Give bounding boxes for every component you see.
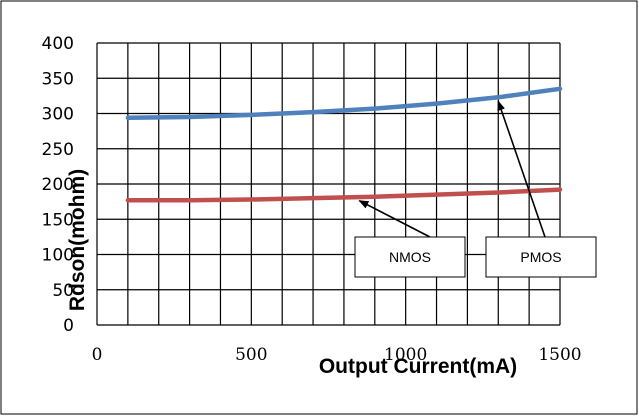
y-tick-label: 100 [42, 246, 74, 266]
y-tick-label: 0 [63, 316, 74, 336]
y-tick-label: 150 [42, 210, 74, 230]
y-tick-label: 200 [42, 175, 74, 195]
series-lines [125, 86, 563, 203]
callout-pmos: PMOS [485, 100, 597, 278]
callout-box [485, 236, 597, 278]
annotations: NMOS PMOS [354, 100, 597, 278]
y-tick-label: 50 [52, 281, 74, 301]
callout-arrow [358, 199, 431, 238]
callout-nmos: NMOS [354, 199, 466, 278]
x-tick-label: 1500 [538, 345, 581, 365]
y-tick-label: 350 [42, 69, 74, 89]
series-line-nmos [125, 187, 563, 203]
y-tick-labels: 0 50 100 150 200 250 300 350 400 [42, 34, 74, 336]
callout-arrow [497, 100, 546, 238]
x-axis-title: Output Current(mA) [319, 355, 517, 378]
callout-box [354, 236, 466, 278]
series-line-pmos [125, 86, 563, 120]
x-tick-labels: 0 500 1000 1500 [92, 345, 582, 365]
gridlines [96, 42, 561, 326]
callout-label: PMOS [520, 249, 561, 265]
x-tick-label: 500 [235, 345, 267, 365]
y-tick-label: 250 [42, 140, 74, 160]
y-axis-title: Rdson(mohm) [66, 169, 89, 311]
y-tick-label: 300 [42, 105, 74, 125]
x-tick-label: 0 [92, 345, 103, 365]
x-tick-label: 1000 [384, 345, 427, 365]
y-tick-label: 400 [42, 34, 74, 54]
callout-label: NMOS [389, 249, 431, 265]
